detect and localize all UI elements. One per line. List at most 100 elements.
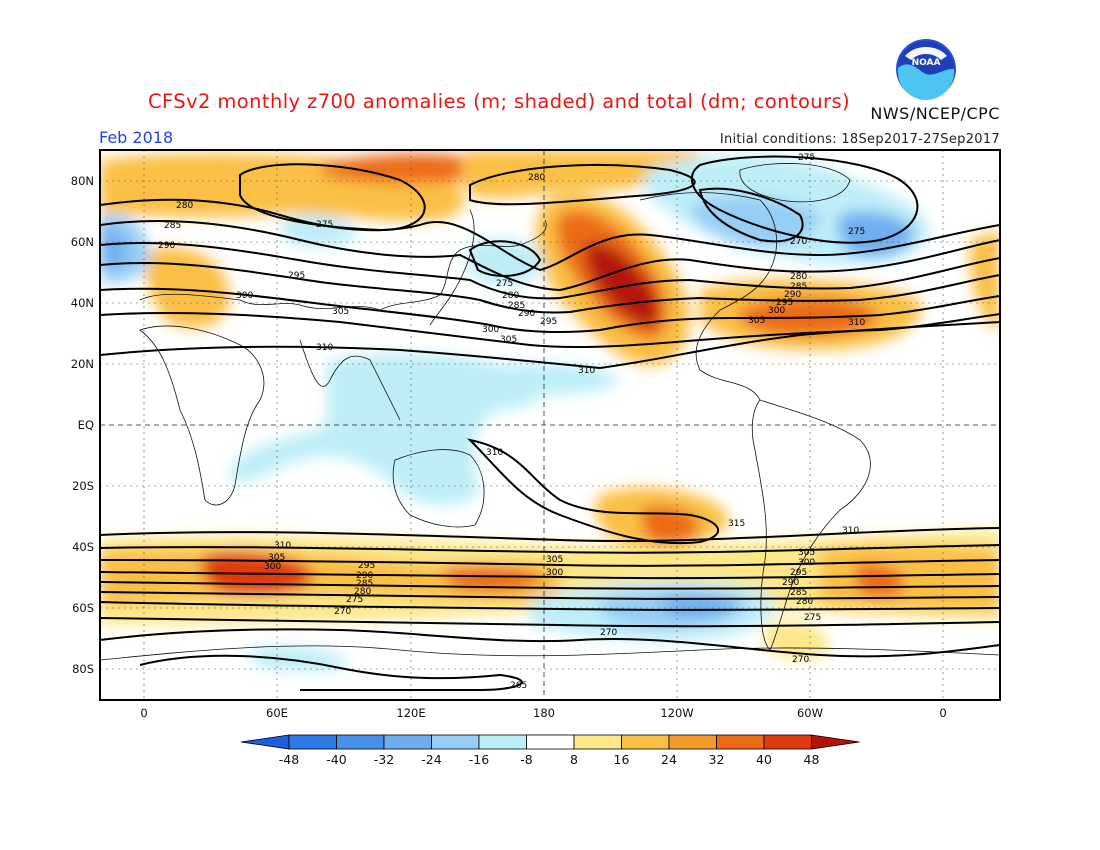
lon-label: 60W [796,706,823,720]
forecast-month: Feb 2018 [99,128,174,147]
contour-label: 285 [356,579,373,589]
colorbar-right-arrow [811,734,860,750]
contour-label: 285 [790,588,807,598]
colorbar-swatch [668,734,717,750]
africa-coast [139,325,265,506]
lat-label: EQ [77,418,94,432]
contour-label: 290 [158,241,175,251]
contour-label: 305 [268,553,285,563]
contour-label: 300 [768,306,785,316]
lon-label: 0 [140,706,148,720]
noaa-logo-icon: NOAA [896,39,956,100]
contour-label: 280 [528,173,545,183]
contour-labels: 280 285 290 295 300 305 310 275 280 275 … [158,153,865,691]
contour-label: 290 [782,578,799,588]
colorbar-label: 48 [803,752,820,767]
contour-label: 265 [510,681,527,691]
colorbar-swatch [383,734,432,750]
contour-label: 275 [798,153,815,163]
eurasia-coast [139,219,547,311]
contour-label: 270 [792,655,809,665]
lat-label: 80S [72,662,94,676]
contour-label: 295 [790,568,807,578]
colorbar-left-arrow [240,734,290,750]
equator-and-dateline [100,150,1000,700]
lon-label: 180 [533,706,555,720]
agency-label: NWS/NCEP/CPC [870,104,1000,123]
contour-label: 275 [804,613,821,623]
contour-label: 275 [346,595,363,605]
noaa-logo-text: NOAA [912,58,941,68]
coastlines [100,163,1000,661]
contour-label: 310 [578,366,595,376]
contour-label: 275 [316,220,333,230]
contour-label: 290 [356,571,373,581]
contour-label: 270 [790,237,807,247]
contour-label: 300 [264,562,281,572]
lat-label: 80N [70,174,94,188]
contour-label: 305 [798,548,815,558]
colorbar-swatch [431,734,480,750]
colorbar-label: -40 [326,752,347,767]
contour-label: 300 [482,325,499,335]
contour-label: 295 [358,561,375,571]
contour-label: 285 [164,221,181,231]
colorbar-label: 24 [661,752,677,767]
contour-label: 270 [334,607,351,617]
contour-label: 295 [776,298,793,308]
map-title: CFSv2 monthly z700 anomalies (m; shaded)… [148,90,851,113]
contour-label: 275 [496,279,513,289]
contour-label: 305 [748,316,765,326]
contour-label: 315 [728,519,745,529]
colorbar-swatch [716,734,765,750]
colorbar-swatch [288,734,337,750]
lat-label: 20S [72,479,94,493]
map-frame [99,149,1001,701]
lat-label: 20N [70,357,94,371]
south-asia-coast [299,339,401,421]
greenland-coast [739,163,851,203]
lat-label: 60N [70,235,94,249]
contour-label: 280 [176,201,193,211]
lat-label: 40N [70,296,94,310]
lat-label: 40S [72,540,94,554]
colorbar-swatch [763,734,812,750]
contour-label: 300 [546,568,563,578]
colorbar-label: 32 [708,752,725,767]
colorbar [240,734,860,750]
colorbar-swatch [526,734,575,750]
contour-label: 280 [502,291,519,301]
contour-label: 280 [354,587,371,597]
colorbar-swatch [336,734,385,750]
contour-label: 300 [798,558,815,568]
initial-conditions: Initial conditions: 18Sep2017-27Sep2017 [719,132,1000,147]
contour-label: 285 [790,282,807,292]
contour-label: 310 [848,318,865,328]
colorbar-label: 40 [756,752,772,767]
australia-coast [392,449,485,528]
contour-label: 310 [842,526,859,536]
contour-label: 275 [848,227,865,237]
contour-label: 300 [236,291,253,301]
contour-label: 280 [790,272,807,282]
colorbar-label: 16 [613,752,630,767]
lon-label: 120E [396,706,426,720]
colorbar-label: 8 [570,752,578,767]
north-america-coast [639,192,777,401]
lat-label: 60S [72,601,94,615]
antarctica-coast [100,645,1000,661]
contour-label: 290 [518,309,535,319]
contour-label: 305 [332,307,349,317]
contour-label: 290 [784,290,801,300]
contour-label: 285 [508,301,525,311]
colorbar-label: -16 [468,752,490,767]
south-america-coast [751,399,871,651]
contour-label: 305 [500,335,517,345]
contour-label: 270 [600,628,617,638]
contour-label: 305 [546,555,563,565]
colorbar-label: -24 [421,752,442,767]
lon-label: 0 [939,706,947,720]
colorbar-label: -48 [278,752,300,767]
colorbar-swatch [478,734,527,750]
